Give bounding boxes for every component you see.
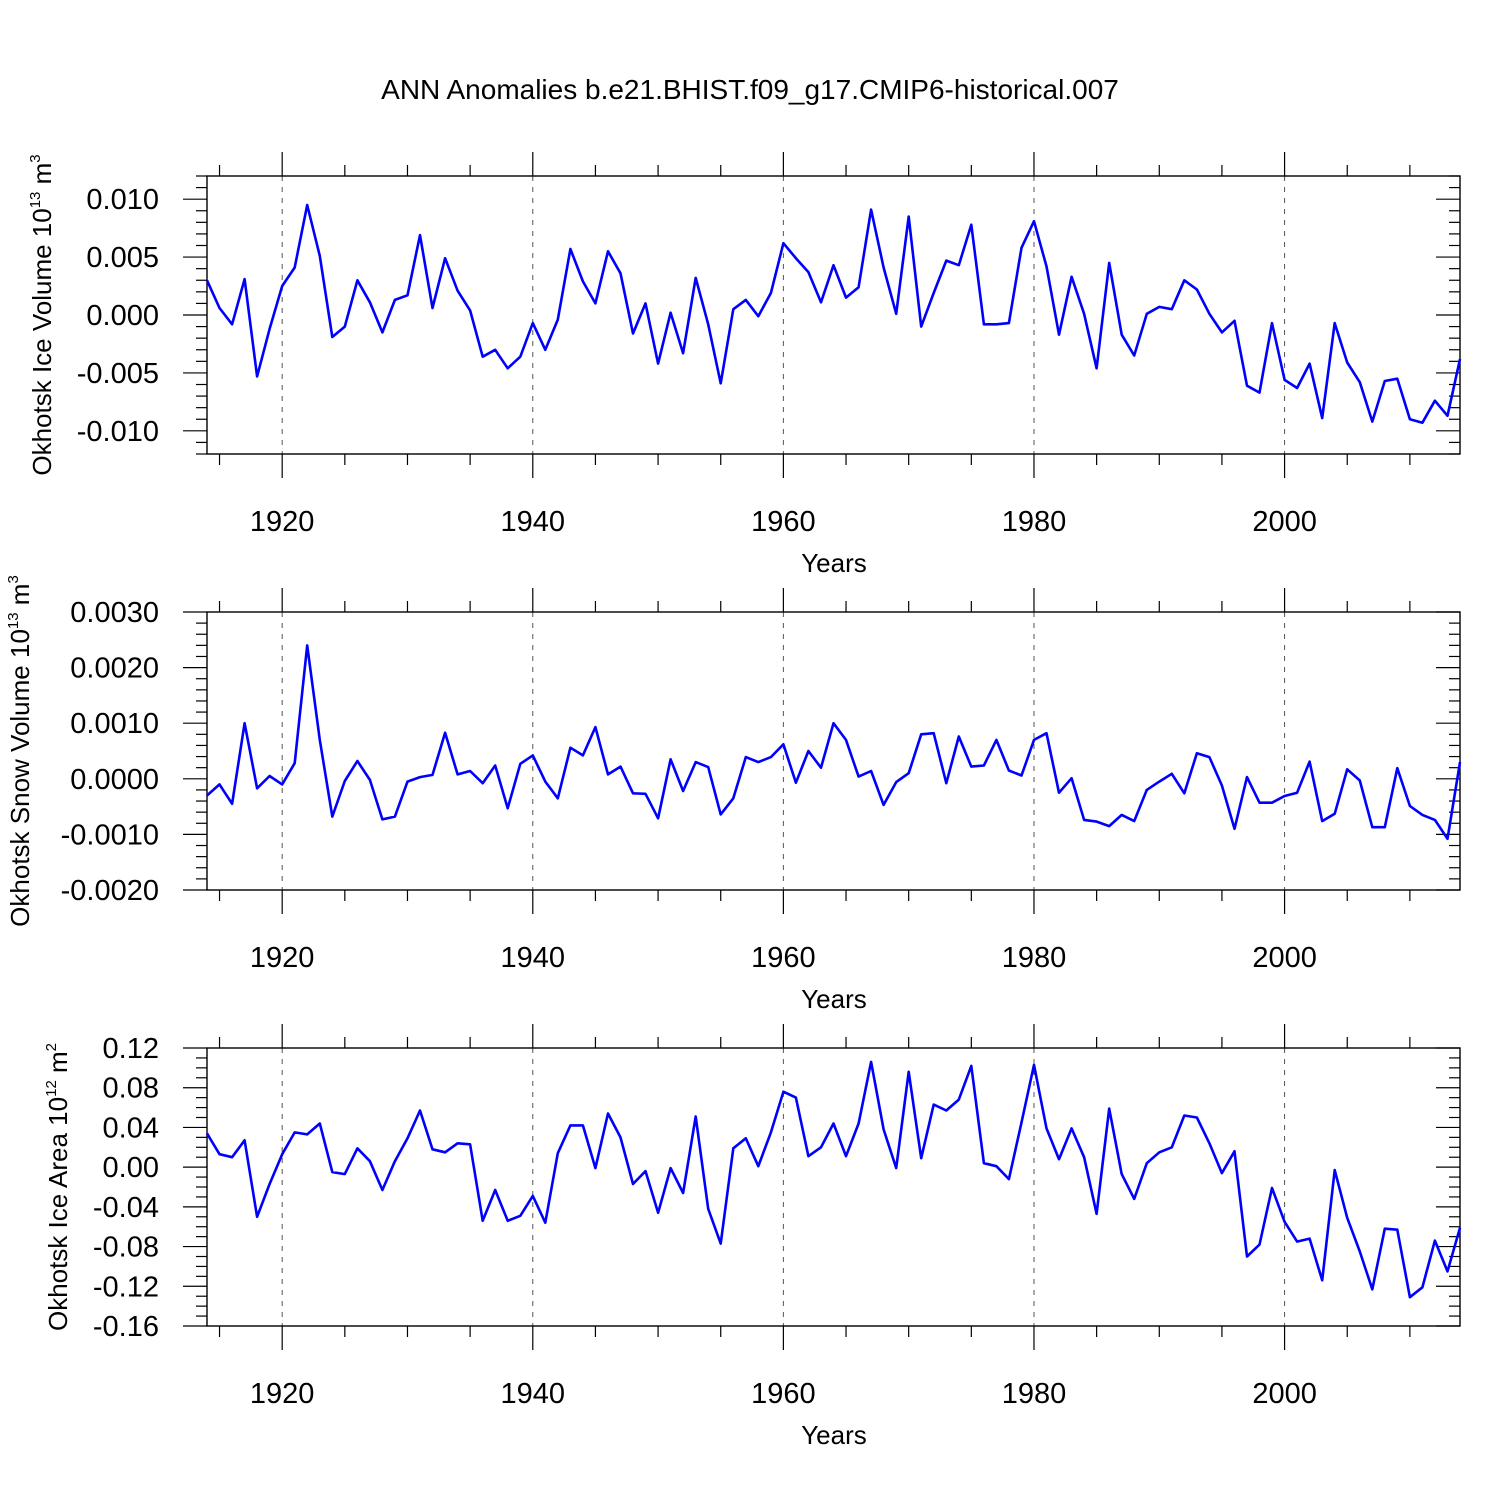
y-tick-label: 0.04: [103, 1112, 159, 1144]
x-tick-label: 1940: [501, 506, 566, 538]
x-axis-label: Years: [801, 984, 867, 1014]
y-tick-label: 0.08: [103, 1073, 159, 1105]
y-axis-label: Okhotsk Ice Area 1012 m2: [43, 1043, 73, 1331]
plot-frame: [206, 611, 1461, 891]
x-axis-label: Years: [801, 1420, 867, 1450]
y-tick-label: 0.00: [103, 1152, 159, 1184]
y-tick-label: 0.0020: [70, 653, 159, 685]
y-tick-label: -0.08: [93, 1232, 159, 1264]
x-tick-label: 1940: [501, 942, 566, 974]
x-axis-label: Years: [801, 548, 867, 578]
y-axis-label: Okhotsk Ice Volume 1013 m3: [27, 154, 57, 475]
panel-2: 1920 1940 1960 1980 2000 -0.0020 -0.0010 0.0000…: [5, 575, 1462, 1014]
x-tick-label: 1920: [250, 942, 315, 974]
y-tick-label: 0.0030: [70, 597, 159, 629]
y-tick-label: -0.16: [93, 1311, 159, 1343]
y-tick-label: -0.005: [77, 358, 159, 390]
y-tick-label: 0.000: [86, 300, 159, 332]
x-tick-label: 1940: [501, 1378, 566, 1410]
series-line: [206, 644, 1462, 841]
y-tick-label: 0.010: [86, 184, 159, 216]
y-axis-label: Okhotsk Snow Volume 1013 m3: [5, 575, 35, 927]
plot-frame: [206, 175, 1461, 455]
x-tick-label: 2000: [1252, 506, 1317, 538]
y-tick-label: -0.12: [93, 1271, 159, 1303]
y-tick-label: -0.0010: [61, 819, 159, 851]
panel-1: 1920 1940 1960 1980 2000 -0.010 -0.005 0.000 0.0…: [27, 152, 1462, 578]
x-tick-label: 1980: [1002, 942, 1067, 974]
panel-3: 1920 1940 1960 1980 2000 -0.16 -0.12 -0.08 -0.04…: [43, 1024, 1462, 1450]
y-tick-label: -0.04: [93, 1192, 159, 1224]
chart-title: ANN Anomalies b.e21.BHIST.f09_g17.CMIP6-…: [381, 74, 1119, 105]
series-line: [205, 203, 1462, 425]
x-tick-label: 1920: [250, 1378, 315, 1410]
series-line: [205, 1060, 1462, 1299]
x-tick-label: 2000: [1252, 942, 1317, 974]
y-tick-label: 0.005: [86, 242, 159, 274]
x-tick-label: 1960: [751, 942, 816, 974]
x-tick-label: 1960: [751, 506, 816, 538]
y-tick-label: -0.0020: [61, 875, 159, 907]
y-tick-label: -0.010: [77, 416, 159, 448]
x-tick-label: 1960: [751, 1378, 816, 1410]
x-tick-label: 2000: [1252, 1378, 1317, 1410]
x-tick-label: 1980: [1002, 1378, 1067, 1410]
x-tick-label: 1980: [1002, 506, 1067, 538]
y-tick-label: 0.0010: [70, 708, 159, 740]
x-tick-label: 1920: [250, 506, 315, 538]
y-tick-label: 0.12: [103, 1033, 159, 1065]
y-tick-label: 0.0000: [70, 764, 159, 796]
